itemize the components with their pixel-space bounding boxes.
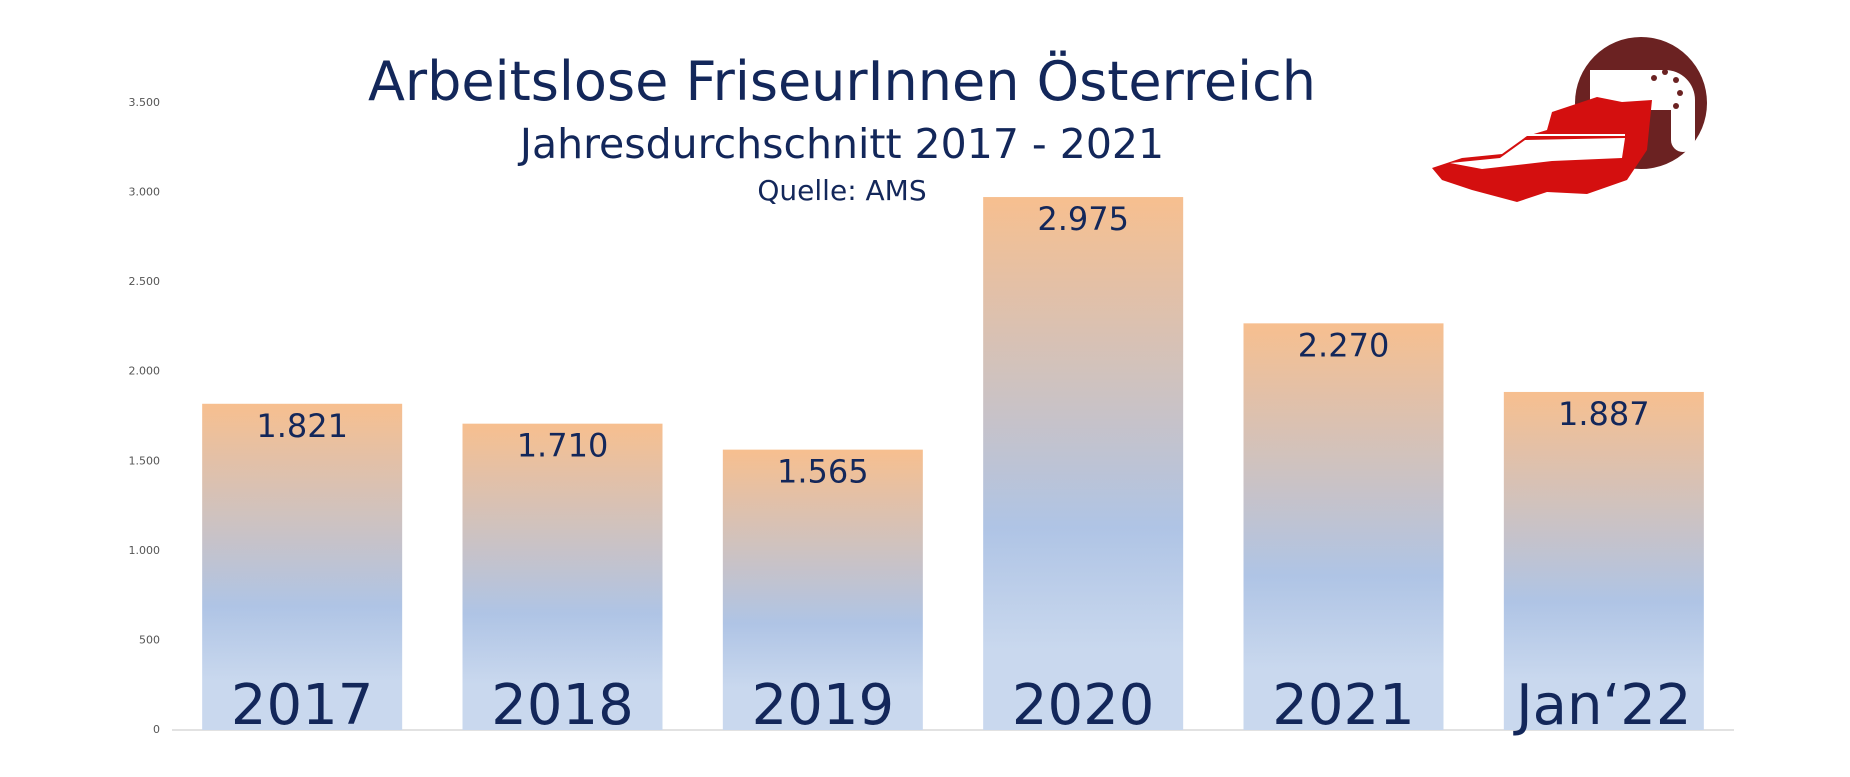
value-label: 2.975 [1037, 200, 1129, 238]
bar [983, 197, 1184, 731]
y-tick-label: 1.000 [129, 544, 161, 557]
value-label: 1.710 [517, 427, 609, 465]
bar [1243, 323, 1444, 730]
category-label: 2018 [491, 673, 634, 738]
category-label: 2021 [1272, 673, 1415, 738]
y-tick-label: 0 [153, 723, 160, 736]
bar [1503, 391, 1704, 730]
value-label: 2.270 [1298, 326, 1390, 364]
category-label: 2020 [1012, 673, 1155, 738]
y-tick-label: 500 [139, 633, 160, 646]
value-label: 1.821 [256, 407, 348, 445]
bar [722, 449, 923, 730]
chart-title: Arbeitslose FriseurInnen Österreich [368, 50, 1316, 113]
y-tick-label: 2.000 [129, 365, 161, 378]
y-tick-label: 3.000 [129, 186, 161, 199]
logo [1432, 37, 1707, 202]
category-label: 2017 [231, 673, 374, 738]
bar [462, 423, 663, 730]
value-label: 1.887 [1558, 395, 1650, 433]
category-label: Jan‘22 [1513, 673, 1691, 738]
category-label: 2019 [752, 673, 895, 738]
bar [202, 403, 403, 730]
y-tick-label: 2.500 [129, 275, 161, 288]
y-tick-label: 3.500 [129, 96, 161, 109]
chart-source: Quelle: AMS [757, 174, 926, 207]
value-label: 1.565 [777, 453, 869, 491]
chart-subtitle: Jahresdurchschnitt 2017 - 2021 [517, 120, 1164, 168]
y-tick-label: 1.500 [129, 454, 161, 467]
